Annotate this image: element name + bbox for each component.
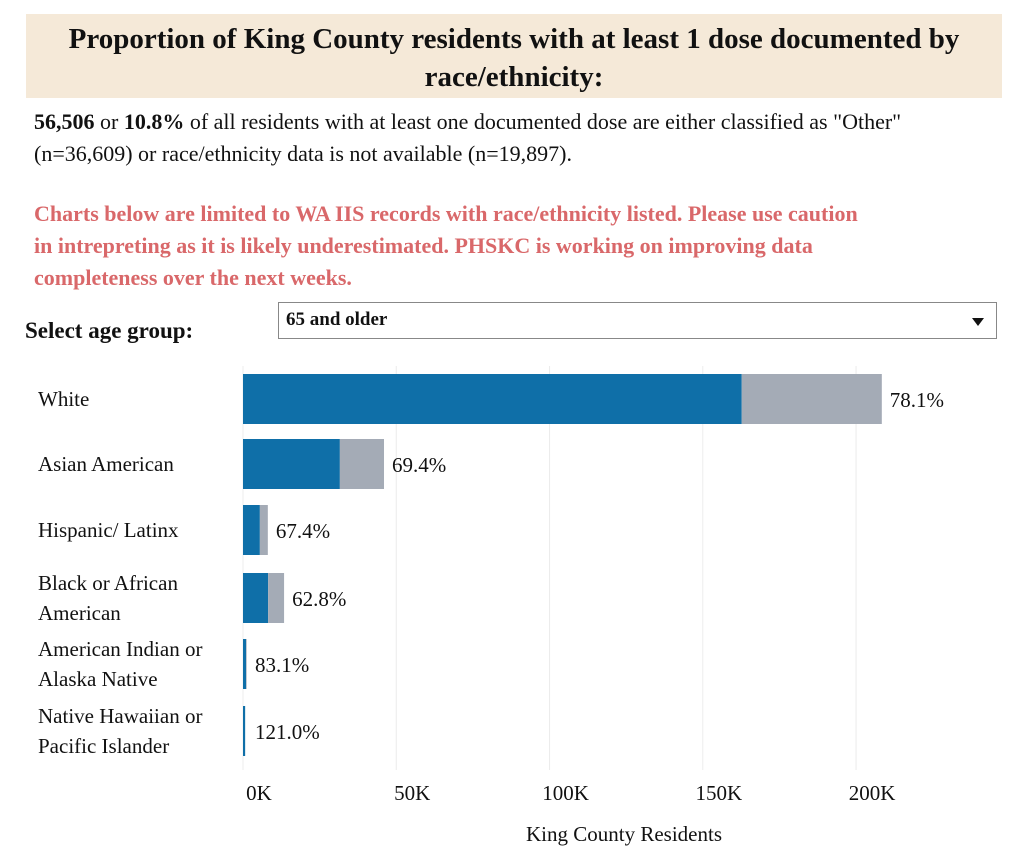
x-axis-label: King County Residents	[526, 822, 722, 846]
bar-segment	[243, 573, 269, 623]
x-tick-label: 150K	[695, 781, 742, 805]
bar-segment	[243, 505, 260, 555]
bar-segment	[741, 374, 882, 424]
header: Proportion of King County residents with…	[26, 14, 1002, 98]
title: Proportion of King County residents with…	[68, 23, 960, 93]
bar-annotation: 69.4%	[392, 453, 446, 477]
category-label: Hispanic/ Latinx	[38, 518, 179, 542]
warning-line: Charts below are limited to WA IIS recor…	[34, 201, 858, 226]
bar-segment	[243, 374, 742, 424]
bar-annotation: 67.4%	[276, 519, 330, 543]
warning-line: completeness over the next weeks.	[34, 265, 352, 290]
summary-percent: 10.8%	[123, 109, 185, 134]
dropdown-arrow	[972, 318, 984, 326]
category-label: Native Hawaiian or Pacific Islander	[38, 704, 203, 758]
category-label: Black or African American	[38, 571, 178, 625]
bar-annotation: 62.8%	[292, 587, 346, 611]
bar-annotation: 121.0%	[255, 720, 320, 744]
bar-segment	[268, 573, 285, 623]
bar-annotation: 83.1%	[255, 653, 309, 677]
bar-segment	[243, 706, 246, 756]
warning-line: in intrepreting as it is likely underest…	[34, 233, 813, 258]
summary-count: 56,506	[34, 109, 95, 134]
warning: Charts below are limited to WA IIS recor…	[34, 198, 994, 294]
summary-connector: or	[100, 109, 119, 134]
bar-annotation: 78.1%	[890, 388, 944, 412]
summary-text: of all residents with at least one docum…	[34, 109, 902, 166]
x-tick-label: 100K	[542, 781, 589, 805]
bar-segment	[246, 639, 247, 689]
x-tick-label: 0K	[246, 781, 272, 805]
category-label: Asian American	[38, 452, 174, 476]
bar-segment	[243, 639, 247, 689]
age-dropdown[interactable]: 65 and older	[278, 302, 997, 339]
category-label: White	[38, 387, 90, 411]
x-tick-label: 50K	[394, 781, 430, 805]
x-tick-label: 200K	[849, 781, 896, 805]
category-label: American Indian or Alaska Native	[38, 637, 203, 691]
dropdown-value: 65 and older	[286, 309, 388, 330]
bar-segment	[243, 439, 340, 489]
bar-segment	[339, 439, 385, 489]
summary: 56,506 or 10.8% of all residents with at…	[34, 106, 1004, 170]
bar-segment	[259, 505, 268, 555]
filter-label: Select age group:	[25, 318, 194, 343]
